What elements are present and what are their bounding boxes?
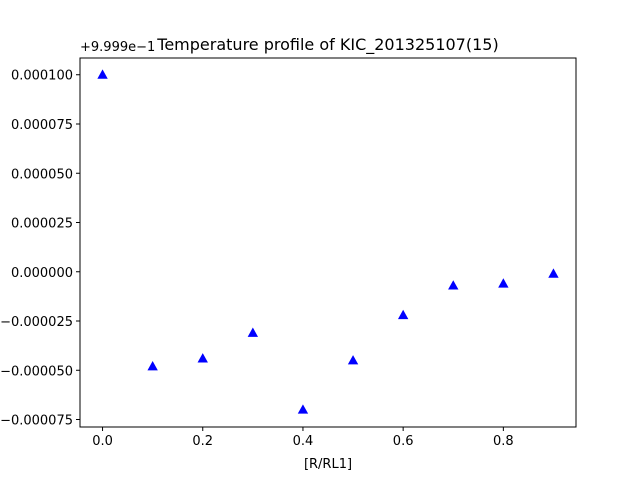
data-points	[97, 69, 559, 414]
y-offset-label: +9.999e−1	[80, 40, 155, 55]
data-point	[197, 353, 208, 363]
x-tick-label: 0.4	[293, 434, 314, 449]
x-axis-ticks: 0.0 0.2 0.4 0.6 0.8	[92, 427, 514, 449]
data-point	[347, 355, 359, 365]
data-point	[498, 278, 509, 288]
y-tick-label: 0.000050	[11, 167, 73, 182]
y-tick-label: −0.000075	[0, 414, 73, 429]
data-point	[247, 327, 259, 337]
chart-title: Temperature profile of KIC_201325107(15)	[156, 35, 498, 55]
data-point	[397, 309, 409, 320]
x-tick-label: 0.6	[393, 434, 414, 449]
x-tick-label: 0.0	[92, 434, 113, 449]
data-point	[97, 69, 108, 79]
plot-frame	[79, 57, 577, 428]
y-tick-label: −0.000050	[0, 364, 73, 379]
x-tick-label: 0.8	[493, 434, 514, 449]
data-point	[297, 404, 309, 414]
x-tick-label: 0.2	[192, 434, 213, 449]
data-point	[548, 268, 559, 278]
y-tick-label: 0.000025	[11, 217, 73, 232]
y-tick-label: 0.000000	[11, 266, 73, 281]
y-tick-label: −0.000025	[0, 315, 73, 330]
x-axis-label: [R/RL1]	[304, 457, 352, 472]
y-axis-ticks: −0.000075 −0.000050 −0.000025 0.000000 0.000…	[0, 69, 80, 429]
y-tick-label: 0.000100	[11, 69, 73, 84]
data-point	[448, 280, 459, 290]
y-tick-label: 0.000075	[11, 118, 73, 133]
data-point	[147, 360, 158, 371]
plot-area	[80, 58, 576, 427]
